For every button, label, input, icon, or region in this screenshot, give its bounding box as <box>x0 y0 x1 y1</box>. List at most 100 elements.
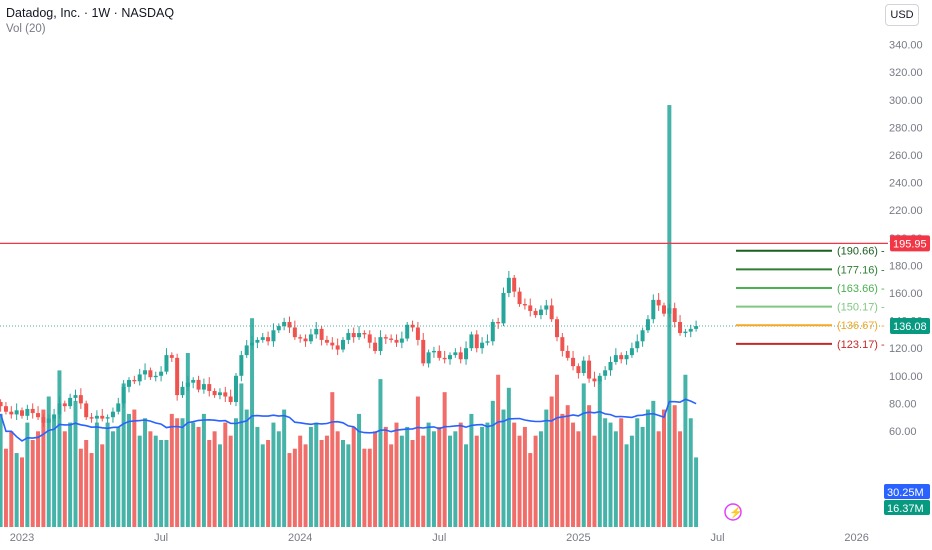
volume-bar <box>228 435 233 527</box>
volume-bar <box>458 422 463 527</box>
volume-bar <box>662 409 666 527</box>
candle-body <box>314 328 319 335</box>
volume-bar <box>522 426 527 527</box>
candle-body <box>367 334 372 343</box>
volume-bar <box>603 418 608 527</box>
volume-bar <box>116 426 121 527</box>
fib-level-label: (177.16) - <box>837 264 885 276</box>
candle-body <box>603 370 608 376</box>
fib-level-label: (163.66) - <box>837 283 885 295</box>
volume-bar <box>330 392 335 527</box>
volume-bar <box>132 409 137 527</box>
volume-bar <box>36 431 41 527</box>
volume-bar <box>292 448 297 527</box>
candle-body <box>287 321 292 328</box>
candle-body <box>137 374 142 382</box>
volume-bar <box>62 431 67 527</box>
volume-bar <box>405 426 410 527</box>
candle-body <box>298 337 303 339</box>
candle-body <box>357 333 362 338</box>
volume-bar <box>335 431 340 527</box>
volume-bar <box>78 448 83 527</box>
volume-bar <box>217 444 222 527</box>
candle-body <box>694 326 699 329</box>
volume-bar <box>266 440 271 527</box>
volume-bar <box>201 413 206 527</box>
candle-body <box>362 333 367 335</box>
candle-body <box>110 411 115 418</box>
candle-body <box>656 299 661 306</box>
time-tick-label: 2023 <box>10 532 34 544</box>
volume-bar <box>635 418 640 527</box>
fib-level-label: (136.67) - <box>837 320 885 332</box>
candle-body <box>351 333 356 338</box>
candle-body <box>276 326 281 331</box>
chart-title: Datadog, Inc. · 1W · NASDAQ <box>6 6 175 20</box>
candle-body <box>458 352 463 360</box>
price-tick-label: 220.00 <box>889 205 923 217</box>
volume-bar <box>196 426 201 527</box>
candle-body <box>480 342 485 349</box>
candle-body <box>330 342 335 346</box>
volume-bar <box>244 409 249 527</box>
last-volume-tag-bg <box>884 500 930 515</box>
volume-ma-tag: 30.25M <box>887 487 924 499</box>
volume-bar <box>308 426 313 527</box>
volume-bar <box>431 431 436 527</box>
candle-body <box>84 403 89 418</box>
volume-bar <box>651 400 656 527</box>
candle-body <box>576 366 581 374</box>
volume-bar <box>41 409 46 527</box>
candle-body <box>94 415 99 419</box>
candle-body <box>207 384 212 391</box>
volume-bar <box>426 422 431 527</box>
candle-body <box>52 414 57 419</box>
volume-bar <box>645 409 650 527</box>
candle-body <box>105 417 110 419</box>
volume-bar <box>255 426 260 527</box>
candle-body <box>394 339 399 343</box>
last-price-tag-bg <box>890 318 930 335</box>
candle-body <box>127 379 131 387</box>
candle-body <box>683 331 688 334</box>
volume-bar <box>683 374 688 527</box>
currency-button[interactable]: USD <box>885 4 919 26</box>
candle-body <box>474 334 479 349</box>
candle-body <box>405 324 410 339</box>
volume-bar <box>442 392 447 527</box>
candle-body <box>164 355 169 372</box>
candle-body <box>426 352 431 364</box>
volume-bar <box>592 435 597 527</box>
candle-body <box>36 413 41 418</box>
volume-bar <box>282 409 287 527</box>
candle-body <box>635 341 640 349</box>
volume-bar <box>57 370 62 527</box>
candle-body <box>587 360 592 379</box>
candle-body <box>143 370 148 375</box>
candle-body <box>410 324 415 328</box>
volume-indicator-label[interactable]: Vol (20) <box>6 23 46 35</box>
volume-bar <box>9 431 14 527</box>
lightning-icon[interactable] <box>724 503 742 521</box>
volume-bar <box>153 435 158 527</box>
volume-bar <box>480 426 485 527</box>
candle-body <box>469 334 474 349</box>
time-tick-label: 2026 <box>844 532 868 544</box>
volume-bar <box>303 444 308 527</box>
volume-bar <box>84 440 89 527</box>
candle-body <box>672 308 677 322</box>
volume-bar <box>415 396 420 527</box>
volume-bar <box>30 440 35 527</box>
candle-body <box>191 379 196 383</box>
fib-level-label: (150.17) - <box>837 302 885 314</box>
price-tick-label: 300.00 <box>889 95 923 107</box>
volume-bar <box>324 435 329 527</box>
candle-body <box>255 339 260 343</box>
candle-body <box>346 333 351 340</box>
candle-body <box>41 417 46 423</box>
volume-bar <box>528 453 533 527</box>
candle-body <box>378 337 383 351</box>
volume-ma-tag-bg <box>884 484 930 499</box>
volume-bar <box>538 431 543 527</box>
